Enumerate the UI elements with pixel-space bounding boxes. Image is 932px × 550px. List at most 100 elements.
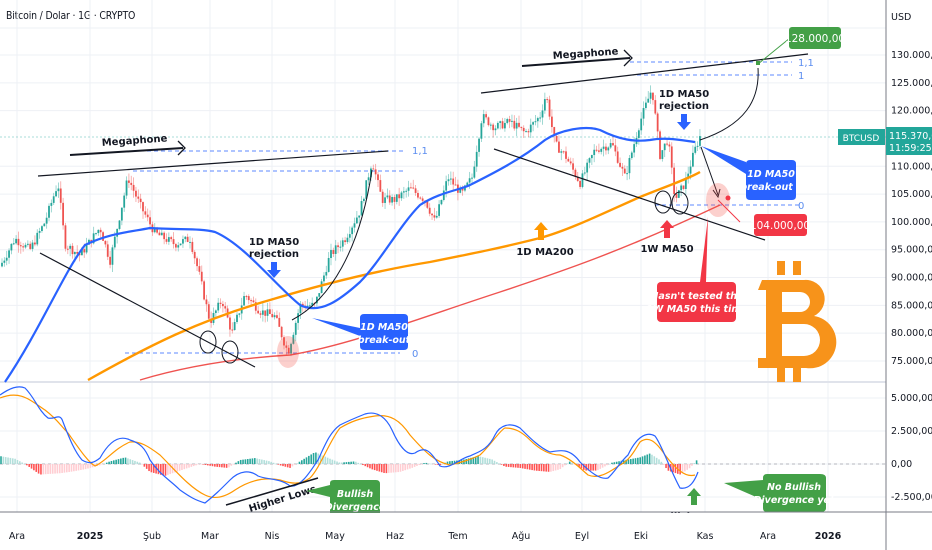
projection-curve-right (699, 67, 759, 141)
higher-lows-trendline (225, 477, 319, 506)
fib-levels (125, 61, 800, 354)
callout-bullish-divergence: Bullish Divergence (306, 480, 386, 520)
time-axis-label: Mar (201, 531, 219, 542)
fib-level-1-1-left: 1,1 (412, 146, 428, 157)
projection-curve-left (291, 169, 373, 321)
megaphone-label-right: Megaphone (552, 46, 619, 62)
currency-label: USD (891, 12, 911, 23)
macd-axis-label: 2.500,00 (891, 426, 932, 437)
price-tag-symbol: BTCUSD (843, 134, 880, 144)
megaphone-trendlines (37, 53, 809, 368)
macd-axis-label: 0,00 (891, 459, 912, 470)
ma50-rejection-left-line2: rejection (249, 249, 299, 260)
price-axis[interactable]: 130.000,00 125.000,00 120.000,00 110.000,00… (891, 50, 932, 367)
bullish-cross-arrow-icon (687, 488, 701, 505)
time-axis-label: 2025 (77, 531, 103, 542)
time-axis-label: Kas (697, 531, 714, 542)
macd-axis[interactable]: 5.000,00 2.500,00 0,00 -2.500,00 (891, 393, 932, 503)
price-axis-label: 95.000,00 (891, 245, 932, 256)
price-axis-label: 85.000,00 (891, 300, 932, 311)
time-axis-label: Eyl (575, 531, 589, 542)
time-axis-label: Haz (386, 531, 404, 542)
price-axis-label: 110.000,00 (891, 161, 932, 172)
callout-no-bullish-divergence: No Bullish Divergence yet (724, 474, 835, 512)
svg-text:128.000,00: 128.000,00 (785, 33, 845, 45)
target-high-point (756, 61, 760, 65)
ma50-rejection-left-line1: 1D MA50 (249, 237, 299, 248)
ma200-daily-line (87, 170, 701, 382)
projection-down-arrow (700, 146, 719, 196)
grid-lines (0, 0, 886, 512)
macd-axis-label: 5.000,00 (891, 393, 932, 404)
megaphone-arrow-left (69, 140, 186, 156)
svg-text:Bullish: Bullish (337, 489, 373, 500)
fib-level-0-right: 0 (798, 201, 804, 212)
callout-breakout-right: 1D MA50 break-out ? (701, 146, 802, 200)
time-axis-label: Ara (760, 531, 776, 542)
macd-line (0, 386, 699, 504)
time-axis-label: Eki (634, 531, 648, 542)
price-axis-label: 130.000,00 (891, 50, 932, 61)
target-low-connector (717, 199, 741, 223)
price-tag-value: 115.370,03 (889, 131, 932, 142)
breakout-left-line1: 1D MA50 (360, 322, 408, 333)
price-axis-label: 90.000,00 (891, 273, 932, 284)
price-axis-label: 75.000,00 (891, 356, 932, 367)
ma200-label: 1D MA200 (516, 247, 573, 258)
target-high-badge: 128.000,00 (785, 27, 845, 49)
price-candles (1, 85, 701, 357)
low-circles (199, 190, 689, 364)
svg-text:No Bullish: No Bullish (767, 482, 821, 493)
svg-text:Divergence: Divergence (325, 502, 386, 513)
megaphone-label-left: Megaphone (101, 133, 168, 149)
time-axis-label: Tem (447, 531, 467, 542)
breakout-left-line2: break-out (358, 335, 411, 346)
time-axis-label: May (325, 531, 345, 542)
fib-level-1-1-right: 1,1 (798, 58, 814, 69)
macd-histogram (0, 452, 698, 476)
chart-title: Bitcoin / Dolar · 1G · CRYPTO (6, 9, 136, 22)
time-axis-label: Şub (143, 531, 161, 542)
price-axis-label: 125.000,00 (891, 78, 932, 89)
projection-down-arrowhead (712, 188, 721, 199)
breakout-right-line2: break-out ? (740, 182, 802, 193)
svg-text:Divergence yet: Divergence yet (753, 495, 834, 506)
price-axis-label: 105.000,00 (891, 189, 932, 200)
ma50-rejection-right-line1: 1D MA50 (659, 89, 709, 100)
target-low-point (725, 195, 731, 201)
price-tag-countdown: 11:59:25 (889, 143, 932, 154)
callout-not-tested: Hasn't tested the 1W MA50 this time (646, 217, 748, 322)
time-axis-label: Ağu (512, 531, 531, 542)
ma200-arrow-icon (534, 222, 548, 240)
price-tag: BTCUSD 115.370,03 11:59:25 (838, 127, 932, 155)
breakout-right-line1: 1D MA50 (747, 169, 795, 180)
time-axis-bg (0, 513, 886, 550)
low-highlight-left (277, 336, 299, 368)
svg-text:104.000,00: 104.000,00 (750, 220, 810, 232)
fib-level-0-left: 0 (412, 349, 418, 360)
fib-level-1-right: 1 (798, 71, 804, 82)
target-low-badge: 104.000,00 (750, 214, 810, 236)
price-axis-bg (887, 0, 932, 550)
price-axis-label: 120.000,00 (891, 106, 932, 117)
megaphone-arrow-right (521, 49, 633, 67)
svg-text:1W MA50 this time: 1W MA50 this time (646, 304, 748, 315)
target-high-connector (757, 37, 791, 65)
svg-text:Hasn't tested the: Hasn't tested the (650, 291, 744, 302)
price-axis-label: 80.000,00 (891, 328, 932, 339)
rejection-arrow-left-icon (267, 262, 281, 278)
time-axis-label: Ara (9, 531, 25, 542)
price-axis-label: 100.000,00 (891, 217, 932, 228)
wma50-arrow-icon (660, 220, 674, 238)
time-axis[interactable]: Ara 2025 Şub Mar Nis May Haz Tem Ağu Eyl Eki Kas Ara… (9, 531, 842, 542)
bitcoin-logo-icon (758, 261, 837, 382)
time-axis-label: Nis (265, 531, 280, 542)
ma50-rejection-right-line2: rejection (659, 101, 709, 112)
macd-axis-label: -2.500,00 (891, 492, 932, 503)
time-axis-label: 2026 (815, 531, 842, 542)
ma50-weekly-line (139, 204, 721, 381)
rejection-arrow-right-icon (677, 114, 691, 130)
wma50-label: 1W MA50 (640, 244, 693, 255)
callout-breakout-left: 1D MA50 break-out (312, 314, 411, 350)
